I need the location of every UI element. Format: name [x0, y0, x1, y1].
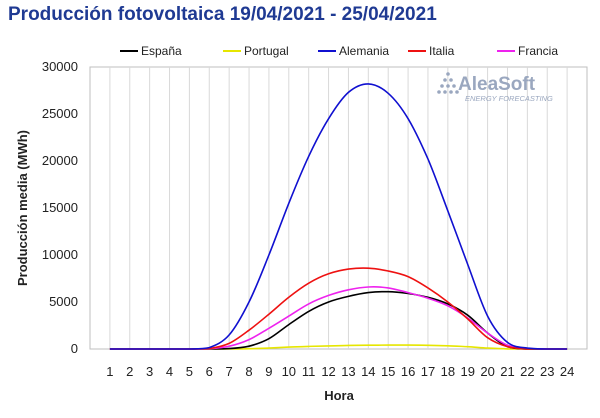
- y-tick-label: 15000: [42, 200, 78, 215]
- x-axis-ticks: 1 2 3 4 5 6 7 8 9 10 11 12 13 14 15 16 17 18 19 20 21 22 23 24: [106, 364, 574, 379]
- y-axis-ticks: 0 5000 10000 15000 20000 25000 30000: [42, 59, 78, 356]
- series-lines: [109, 83, 568, 350]
- logo-dot: [440, 84, 444, 88]
- x-tick-label: 19: [460, 364, 474, 379]
- x-tick-label: 21: [500, 364, 514, 379]
- logo-dot: [437, 90, 441, 94]
- x-tick-label: 1: [106, 364, 113, 379]
- x-tick-label: 17: [421, 364, 435, 379]
- y-tick-label: 30000: [42, 59, 78, 74]
- legend-label: Francia: [518, 44, 558, 58]
- x-tick-label: 2: [126, 364, 133, 379]
- logo-dot: [449, 78, 453, 82]
- x-tick-label: 24: [560, 364, 574, 379]
- logo-dot: [443, 78, 447, 82]
- watermark-brand: AleaSoft: [458, 74, 536, 95]
- x-tick-label: 7: [226, 364, 233, 379]
- x-tick-label: 13: [341, 364, 355, 379]
- x-tick-label: 22: [520, 364, 534, 379]
- x-tick-label: 8: [245, 364, 252, 379]
- logo-dot: [443, 90, 447, 94]
- logo-dot: [446, 72, 450, 76]
- x-tick-label: 20: [480, 364, 494, 379]
- legend: España Portugal Alemania Italia Francia: [120, 44, 558, 58]
- series-line-2: [109, 83, 568, 350]
- logo-dot: [452, 84, 456, 88]
- x-tick-label: 18: [441, 364, 455, 379]
- legend-label: España: [141, 44, 182, 58]
- y-tick-label: 0: [71, 341, 78, 356]
- aleasoft-watermark: AleaSoft ENERGY FORECASTING: [437, 72, 553, 103]
- x-tick-label: 6: [206, 364, 213, 379]
- plot-area: [89, 66, 588, 350]
- x-tick-label: 9: [265, 364, 272, 379]
- y-tick-label: 5000: [49, 294, 78, 309]
- x-tick-label: 15: [381, 364, 395, 379]
- x-tick-label: 10: [282, 364, 296, 379]
- y-tick-label: 20000: [42, 153, 78, 168]
- y-axis-title: Producción media (MWh): [15, 130, 30, 286]
- x-tick-label: 3: [146, 364, 153, 379]
- logo-dot: [455, 90, 459, 94]
- logo-dot: [449, 90, 453, 94]
- dotted-triangle-logo-icon: [437, 72, 459, 94]
- legend-label: Italia: [429, 44, 455, 58]
- logo-dot: [446, 84, 450, 88]
- x-tick-label: 4: [166, 364, 173, 379]
- x-tick-label: 14: [361, 364, 375, 379]
- legend-label: Alemania: [339, 44, 389, 58]
- x-tick-label: 5: [186, 364, 193, 379]
- y-tick-label: 10000: [42, 247, 78, 262]
- legend-label: Portugal: [244, 44, 289, 58]
- x-tick-label: 11: [302, 364, 316, 379]
- watermark-tagline: ENERGY FORECASTING: [465, 94, 553, 103]
- x-tick-label: 23: [540, 364, 554, 379]
- y-tick-label: 25000: [42, 106, 78, 121]
- x-tick-label: 16: [401, 364, 415, 379]
- chart-title: Producción fotovoltaica 19/04/2021 - 25/…: [8, 4, 437, 25]
- x-axis-title: Hora: [324, 388, 354, 403]
- x-tick-label: 12: [321, 364, 335, 379]
